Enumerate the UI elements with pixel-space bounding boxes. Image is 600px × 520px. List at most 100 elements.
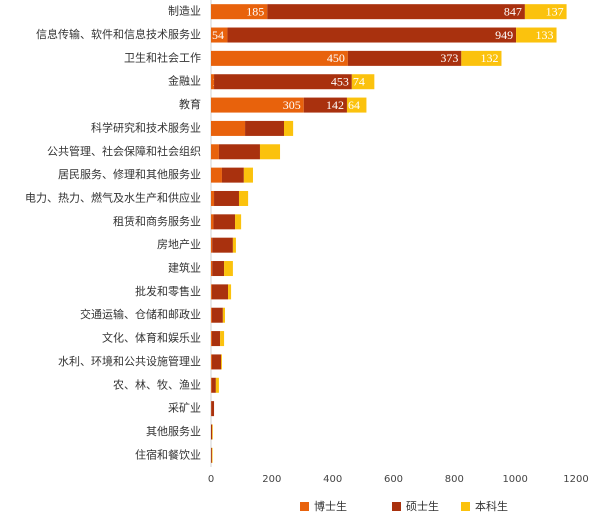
y-tick-label: 文化、体育和娱乐业: [102, 331, 201, 345]
bar-segment: [211, 307, 223, 323]
bar-segment: [218, 144, 260, 160]
bar-segment: [211, 190, 215, 206]
bar-segment: [211, 284, 229, 300]
bar-segment: [238, 190, 249, 206]
bar-segment: [221, 354, 222, 370]
y-tick-label: 卫生和社会工作: [124, 50, 201, 64]
bar-segment: [211, 167, 222, 183]
bar-segment: [351, 74, 375, 90]
value-label: 74: [353, 74, 365, 88]
y-tick-label: 房地产业: [157, 237, 201, 251]
bar-segment: [211, 447, 212, 463]
bar-segment: [259, 144, 281, 160]
y-tick-label: 信息传输、软件和信息技术服务业: [36, 27, 201, 41]
y-tick-label: 住宿和餐饮业: [135, 447, 201, 461]
y-tick-label: 采矿业: [168, 402, 201, 415]
value-label: 305: [283, 98, 301, 112]
y-tick-label: 金融业: [168, 74, 201, 88]
bar-segment: [211, 354, 222, 370]
bar-segment: [224, 261, 233, 277]
bar-segment: [211, 4, 268, 20]
bar-segment: [222, 307, 225, 323]
bar-segment: [228, 284, 232, 300]
bar-segment: [211, 97, 304, 113]
bar-segment: [303, 97, 347, 113]
bar-segment: [215, 377, 219, 393]
x-tick-label: 200: [262, 474, 281, 485]
bar-segment: [211, 424, 213, 440]
bar-segment: [212, 237, 233, 253]
value-label: 453: [331, 74, 349, 88]
value-label: 450: [327, 51, 345, 65]
bar-segment: [220, 331, 225, 347]
y-tick-label: 建筑业: [168, 261, 201, 275]
bar-segment: [346, 97, 367, 113]
bar-segment: [211, 237, 213, 253]
x-tick-label: 1000: [502, 474, 527, 485]
bar-segment: [211, 27, 228, 43]
x-tick-label: 800: [445, 474, 464, 485]
legend-label: 博士生: [314, 499, 347, 513]
bar-segment: [213, 214, 236, 230]
y-tick-label: 公共管理、社会保障和社会组织: [47, 144, 201, 158]
y-tick-label: 农、林、牧、渔业: [113, 377, 201, 391]
bar-segment: [211, 377, 212, 393]
value-label: 133: [536, 28, 554, 42]
bar-segment: [211, 331, 212, 347]
value-label: 132: [480, 51, 498, 65]
bar-segment: [214, 190, 239, 206]
bar-segment: [227, 27, 517, 43]
value-label: 142: [326, 98, 344, 112]
value-label: 137: [546, 4, 564, 18]
y-tick-label: 电力、热力、燃气及水生产和供应业: [25, 190, 201, 204]
value-label: 373: [440, 51, 458, 65]
bar-segment: [245, 120, 284, 136]
bar-segment: [211, 50, 348, 66]
bar-segment: [214, 74, 352, 90]
value-label: 847: [504, 4, 522, 18]
bar-segment: [211, 401, 215, 417]
y-tick-label: 交通运输、仓储和邮政业: [80, 307, 201, 321]
bar-segment: [211, 331, 221, 347]
bar-segment: [524, 4, 567, 20]
bar-segment: [211, 214, 214, 230]
bar-segment: [243, 167, 253, 183]
y-tick-label: 其他服务业: [146, 425, 201, 438]
bar-segment: [221, 167, 244, 183]
bar-segment: [347, 50, 462, 66]
bar-segment: [461, 50, 502, 66]
legend-label: 硕士生: [406, 499, 439, 513]
x-tick-label: 600: [384, 474, 403, 485]
x-tick-label: 400: [323, 474, 342, 485]
bar-segment: [211, 74, 215, 90]
legend-label: 本科生: [475, 499, 508, 513]
y-tick-label: 水利、环境和公共设施管理业: [58, 354, 201, 368]
y-tick-label: 制造业: [168, 4, 201, 18]
bar-segment: [211, 377, 216, 393]
value-label: 949: [495, 28, 513, 42]
bar-segment: [284, 120, 294, 136]
bar-segment: [211, 307, 212, 323]
y-tick-label: 批发和零售业: [135, 284, 201, 298]
y-tick-label: 租赁和商务服务业: [113, 214, 201, 228]
y-tick-label: 教育: [179, 97, 201, 111]
legend-swatch: [392, 502, 401, 511]
value-label: 54: [212, 28, 224, 42]
bar-segment: [267, 4, 525, 20]
bar-segment: [211, 144, 219, 160]
bar-segment: [212, 261, 225, 277]
y-tick-label: 科学研究和技术服务业: [91, 120, 201, 134]
y-tick-label: 居民服务、修理和其他服务业: [58, 167, 201, 181]
x-tick-label: 1200: [563, 474, 588, 485]
bar-segment: [211, 261, 213, 277]
x-tick-label: 0: [208, 474, 214, 485]
bar-segment: [211, 354, 212, 370]
bar-segment: [211, 284, 212, 300]
bar-segment: [211, 120, 246, 136]
bar-segment: [232, 237, 236, 253]
bar-segment: [516, 27, 557, 43]
legend-swatch: [461, 502, 470, 511]
value-label: 185: [246, 4, 264, 18]
bar-segment: [235, 214, 242, 230]
